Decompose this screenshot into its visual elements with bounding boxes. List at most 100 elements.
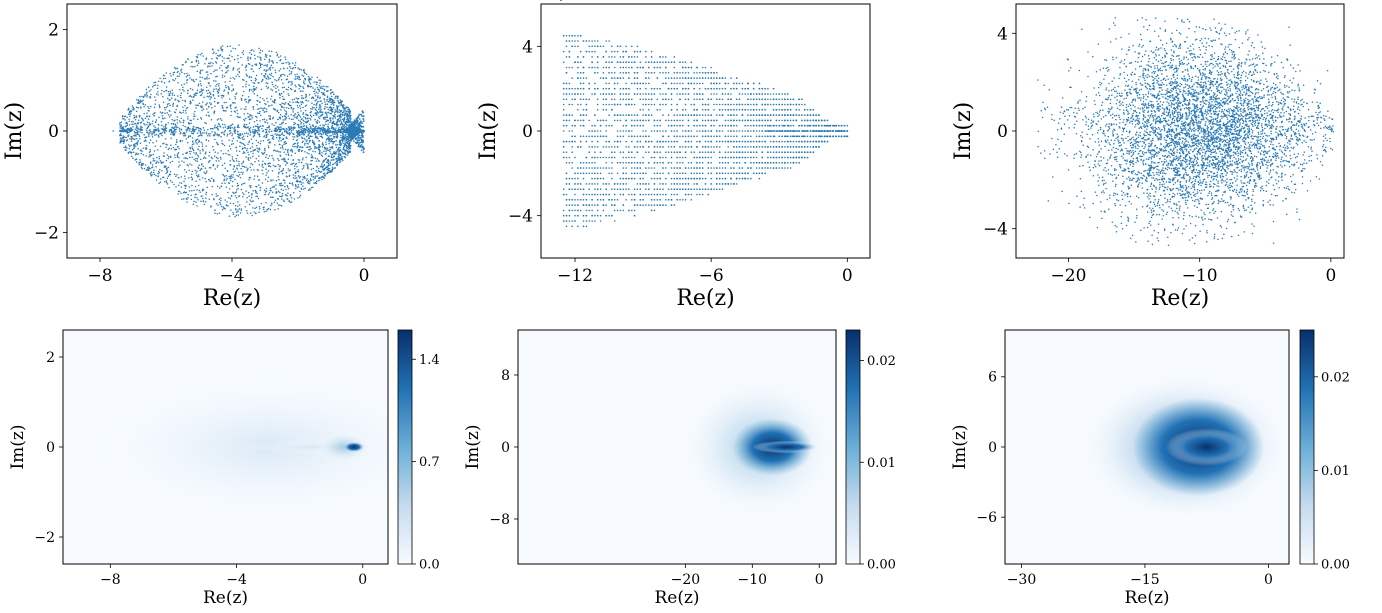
data-point [246, 210, 248, 212]
data-point [268, 61, 270, 63]
data-point [207, 133, 210, 135]
data-point [222, 143, 224, 146]
data-point [238, 150, 241, 152]
data-point [172, 105, 174, 107]
data-point [249, 186, 252, 189]
data-point [149, 139, 152, 141]
data-point [191, 147, 194, 150]
data-point [215, 75, 217, 78]
data-point [247, 102, 249, 104]
data-point [155, 140, 158, 142]
data-point [222, 127, 225, 129]
data-point [318, 108, 320, 111]
data-point [343, 120, 345, 123]
data-point [165, 180, 168, 182]
data-point [244, 147, 247, 149]
data-point [158, 157, 161, 160]
data-point [243, 166, 246, 168]
data-point [268, 73, 271, 75]
data-point [243, 108, 246, 110]
data-point [193, 93, 196, 96]
data-point [202, 165, 205, 168]
data-point [220, 135, 222, 138]
data-point [213, 155, 216, 157]
data-point [245, 85, 247, 88]
data-point [219, 118, 222, 120]
data-point [318, 143, 320, 146]
data-point [252, 200, 254, 202]
data-point [225, 186, 228, 188]
data-point [343, 114, 346, 116]
data-point [145, 148, 147, 151]
data-point [248, 90, 251, 92]
data-point [143, 122, 145, 125]
data-point [148, 122, 151, 124]
data-point [122, 142, 125, 145]
data-point [131, 148, 134, 151]
data-point [228, 98, 231, 100]
data-point [134, 128, 137, 131]
data-point [267, 145, 270, 147]
data-point [301, 127, 304, 130]
data-point [184, 109, 187, 112]
data-point [186, 92, 189, 94]
data-point [271, 89, 274, 91]
data-point [335, 144, 337, 146]
data-point [295, 86, 297, 88]
data-point [281, 86, 284, 89]
data-point [199, 80, 201, 82]
data-point [132, 121, 134, 123]
data-point [334, 161, 337, 164]
data-point [143, 95, 145, 98]
data-point [198, 129, 200, 132]
data-point [306, 178, 308, 180]
data-point [179, 111, 181, 114]
data-point [305, 120, 308, 123]
data-point [274, 127, 276, 130]
data-point [203, 132, 205, 134]
data-point [292, 159, 294, 161]
data-point [189, 163, 191, 165]
data-point [217, 204, 219, 207]
data-point [298, 130, 301, 132]
data-point [336, 105, 339, 108]
data-point [321, 151, 323, 154]
data-point [203, 78, 206, 80]
data-point [234, 215, 236, 218]
data-point [315, 104, 317, 106]
data-point [269, 115, 272, 117]
data-point [148, 133, 150, 136]
data-point [292, 118, 294, 120]
data-point [278, 127, 280, 130]
data-point [335, 157, 337, 160]
data-point [232, 47, 234, 50]
data-point [200, 141, 203, 144]
data-point [206, 86, 208, 88]
data-point [178, 120, 181, 122]
data-point [218, 67, 221, 69]
data-point [318, 160, 320, 162]
data-point [303, 68, 305, 71]
data-point [331, 154, 333, 156]
data-point [248, 176, 251, 179]
data-point [245, 100, 247, 103]
data-point [199, 127, 202, 130]
data-point [205, 191, 208, 194]
data-point [208, 114, 210, 117]
data-point [212, 93, 215, 96]
data-point [130, 110, 133, 113]
data-point [284, 115, 287, 118]
data-point [122, 127, 125, 130]
data-point [276, 197, 279, 200]
data-point [240, 99, 243, 101]
data-point [298, 105, 301, 107]
data-point [227, 69, 229, 72]
data-point [267, 157, 269, 160]
data-point [258, 82, 260, 84]
data-point [164, 77, 167, 80]
data-point [277, 176, 279, 178]
data-point [312, 124, 314, 126]
data-point [268, 164, 270, 167]
data-point [226, 45, 229, 48]
data-point [193, 152, 195, 154]
